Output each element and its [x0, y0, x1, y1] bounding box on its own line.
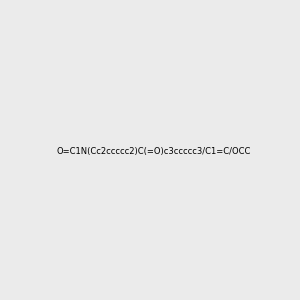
Text: O=C1N(Cc2ccccc2)C(=O)c3ccccc3/C1=C/OCC: O=C1N(Cc2ccccc2)C(=O)c3ccccc3/C1=C/OCC [57, 147, 251, 156]
